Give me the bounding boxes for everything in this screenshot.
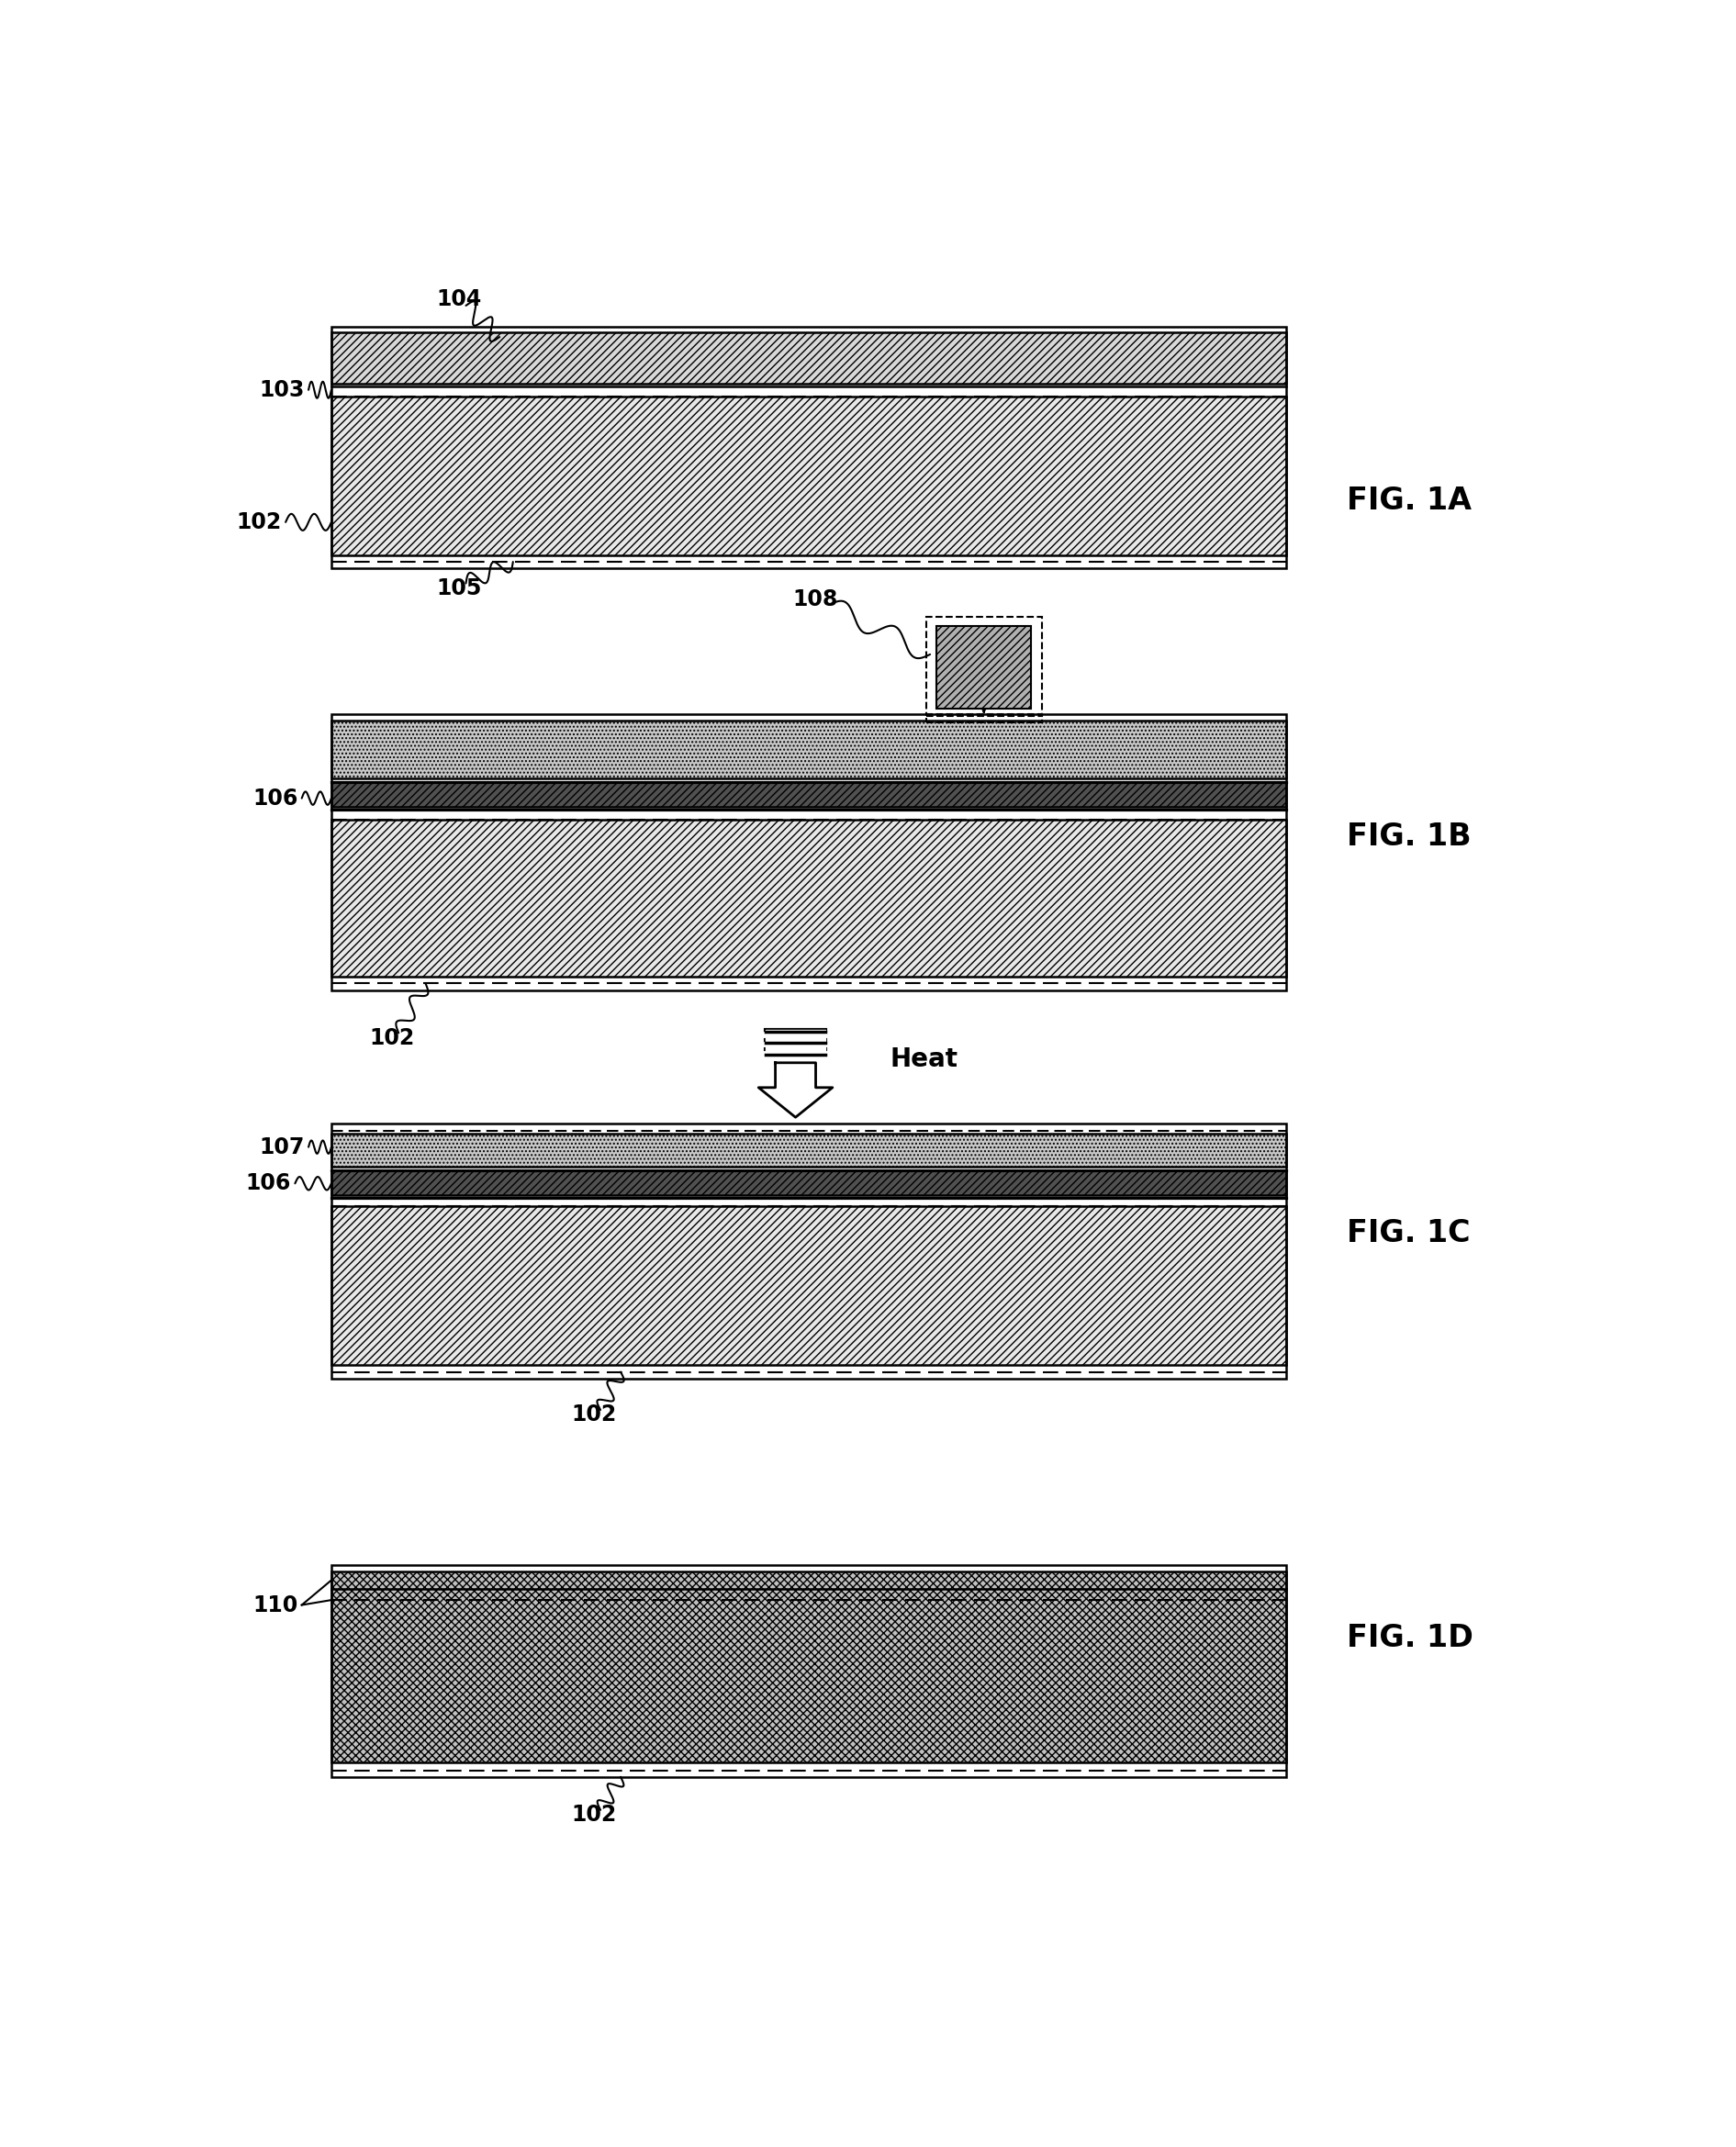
Bar — [332, 1572, 1286, 1763]
Text: 105: 105 — [436, 578, 483, 599]
Text: FIG. 1C: FIG. 1C — [1347, 1217, 1470, 1247]
Bar — [937, 627, 1031, 709]
Bar — [332, 782, 1286, 807]
Text: FIG. 1A: FIG. 1A — [1347, 485, 1472, 515]
Bar — [332, 721, 1286, 779]
Text: FIG. 1D: FIG. 1D — [1347, 1623, 1474, 1653]
Text: Heat: Heat — [891, 1046, 958, 1071]
Bar — [332, 1134, 1286, 1168]
Polygon shape — [759, 1063, 833, 1116]
Bar — [332, 1207, 1286, 1365]
Bar — [332, 1170, 1286, 1196]
Bar — [925, 616, 1042, 715]
Text: 102: 102 — [236, 511, 281, 532]
Text: 106: 106 — [247, 1172, 292, 1194]
Bar — [332, 333, 1286, 384]
Text: FIG. 1B: FIG. 1B — [1347, 820, 1472, 852]
Text: 102: 102 — [571, 1803, 616, 1825]
Text: 110: 110 — [252, 1593, 299, 1617]
Bar — [925, 715, 1042, 721]
Text: 102: 102 — [370, 1026, 415, 1050]
Bar — [332, 1123, 1286, 1378]
Text: 106: 106 — [252, 788, 299, 809]
Text: 102: 102 — [571, 1404, 616, 1426]
Text: 104: 104 — [436, 288, 483, 309]
Bar — [332, 715, 1286, 990]
Text: 108: 108 — [793, 588, 838, 612]
Text: 107: 107 — [259, 1136, 304, 1157]
Text: 103: 103 — [259, 378, 304, 401]
Bar — [332, 397, 1286, 556]
Bar — [332, 326, 1286, 569]
Bar — [332, 1565, 1286, 1778]
Bar — [332, 820, 1286, 977]
